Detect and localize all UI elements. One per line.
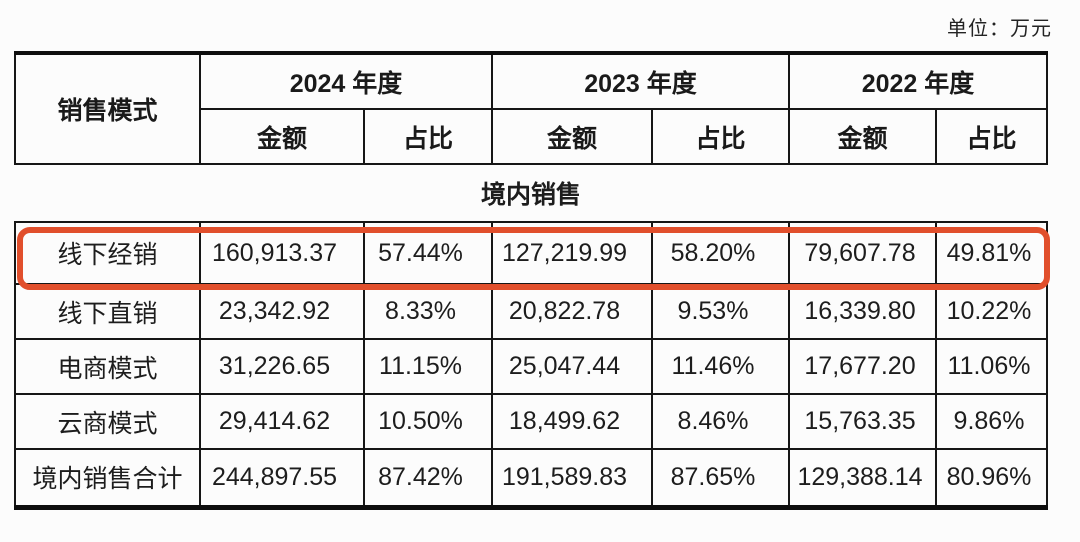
amount-cell: 31,226.65 [199,338,365,395]
ratio-cell: 9.53% [651,283,790,340]
row-label: 线下直销 [14,283,201,340]
year-header-2023: 2023 年度 [491,51,790,110]
section-header-domestic-sales: 境内销售 [15,163,1047,223]
amount-cell: 129,388.14 [788,448,937,510]
year-header-2024: 2024 年度 [199,51,493,110]
row-label: 电商模式 [14,338,201,395]
amount-header-2022: 金额 [788,108,937,165]
amount-header-2024: 金额 [199,108,365,165]
ratio-header-2023: 占比 [651,108,790,165]
amount-cell: 23,342.92 [199,283,365,340]
amount-cell: 79,607.78 [788,221,937,285]
table-row-domestic-total: 境内销售合计 244,897.55 87.42% 191,589.83 87.6… [14,448,1048,510]
ratio-cell: 58.20% [651,221,790,285]
ratio-cell: 10.50% [363,393,493,450]
ratio-cell: 11.46% [651,338,790,395]
table-row-offline-direct: 线下直销 23,342.92 8.33% 20,822.78 9.53% 16,… [14,283,1048,340]
row-label: 线下经销 [14,221,201,285]
ratio-cell: 11.15% [363,338,493,395]
amount-cell: 17,677.20 [788,338,937,395]
amount-cell: 20,822.78 [491,283,653,340]
amount-cell: 25,047.44 [491,338,653,395]
ratio-cell: 87.42% [363,448,493,510]
column-header-sales-mode: 销售模式 [14,51,201,165]
table-row-cloud-commerce: 云商模式 29,414.62 10.50% 18,499.62 8.46% 15… [14,393,1048,450]
row-label: 云商模式 [14,393,201,450]
amount-cell: 29,414.62 [199,393,365,450]
ratio-cell: 11.06% [935,338,1048,395]
amount-cell: 244,897.55 [199,448,365,510]
year-header-2022: 2022 年度 [788,51,1048,110]
amount-cell: 15,763.35 [788,393,937,450]
ratio-header-2024: 占比 [363,108,493,165]
ratio-cell: 87.65% [651,448,790,510]
unit-label: 单位：万元 [947,18,1052,40]
amount-cell: 127,219.99 [491,221,653,285]
amount-cell: 16,339.80 [788,283,937,340]
amount-header-2023: 金额 [491,108,653,165]
ratio-cell: 80.96% [935,448,1048,510]
ratio-cell: 9.86% [935,393,1048,450]
sales-mode-table: 销售模式 2024 年度 2023 年度 2022 年度 金额 占比 金额 占比… [14,51,1048,510]
ratio-cell: 8.46% [651,393,790,450]
table-row-offline-distribution: 线下经销 160,913.37 57.44% 127,219.99 58.20%… [14,221,1048,285]
amount-cell: 191,589.83 [491,448,653,510]
table-row-ecommerce: 电商模式 31,226.65 11.15% 25,047.44 11.46% 1… [14,338,1048,395]
row-label: 境内销售合计 [14,448,201,510]
amount-cell: 18,499.62 [491,393,653,450]
ratio-cell: 57.44% [363,221,493,285]
ratio-header-2022: 占比 [935,108,1048,165]
ratio-cell: 8.33% [363,283,493,340]
ratio-cell: 49.81% [935,221,1048,285]
amount-cell: 160,913.37 [199,221,365,285]
ratio-cell: 10.22% [935,283,1048,340]
